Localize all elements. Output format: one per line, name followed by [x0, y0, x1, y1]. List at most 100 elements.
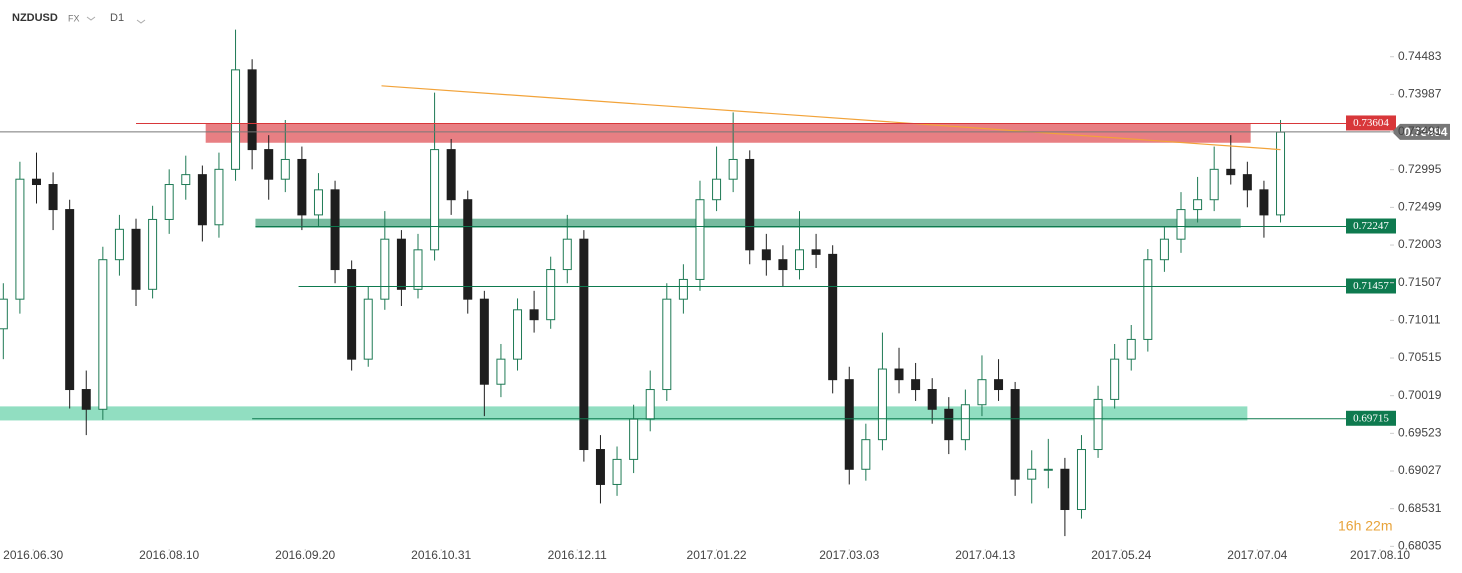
candle-body: [430, 149, 440, 251]
candle-body: [380, 238, 390, 300]
candle-body: [363, 298, 373, 360]
candle-body: [164, 184, 174, 220]
x-tick-label: 2017.04.13: [955, 548, 1015, 562]
candle-body: [297, 158, 307, 216]
candle-body: [1010, 389, 1020, 480]
candle-body: [1076, 449, 1086, 511]
candle-body: [645, 389, 655, 420]
candle-body: [330, 189, 340, 271]
candle-body: [264, 149, 274, 180]
symbol[interactable]: NZDUSD: [12, 12, 58, 24]
trendline: [381, 85, 1281, 151]
candle-body: [761, 249, 771, 261]
candle-body: [1110, 358, 1120, 400]
candle-body: [1043, 468, 1053, 471]
countdown: 16h 22m: [1338, 518, 1392, 534]
candle-body: [844, 379, 854, 470]
candle-body: [48, 184, 58, 211]
current-price-label: 0.73494: [1404, 125, 1448, 139]
y-tick-label: 0.72499: [1398, 200, 1442, 214]
candle-body: [280, 158, 290, 180]
candle-body: [131, 228, 141, 290]
candle-body: [15, 178, 25, 300]
timeframe[interactable]: D1: [110, 12, 124, 24]
candle-body: [529, 309, 539, 321]
candle-body: [1176, 209, 1186, 240]
candle-body: [446, 149, 456, 201]
candle-body: [595, 449, 605, 485]
level-tag: [1346, 218, 1396, 234]
candle-body: [396, 238, 406, 290]
x-tick-label: 2017.01.22: [687, 548, 747, 562]
candle-body: [479, 298, 489, 385]
candle-body: [197, 174, 207, 226]
y-tick-label: 0.72003: [1398, 237, 1442, 251]
x-tick-label: 2016.06.30: [3, 548, 63, 562]
y-tick-label: 0.70019: [1398, 388, 1442, 402]
y-tick-label: 0.72995: [1398, 162, 1442, 176]
candle-body: [828, 253, 838, 381]
y-tick-label: 0.68035: [1398, 539, 1442, 553]
candle-body: [1126, 338, 1136, 360]
candle-body: [778, 259, 788, 271]
candle-body: [463, 199, 473, 300]
candle-body: [944, 408, 954, 441]
candle-body: [1226, 168, 1236, 176]
y-tick-label: 0.68531: [1398, 501, 1442, 515]
y-tick-label: 0.71507: [1398, 275, 1442, 289]
candle-body: [413, 249, 423, 290]
candle-body: [1060, 468, 1070, 511]
x-tick-label: 2016.09.20: [275, 548, 335, 562]
candle-body: [927, 389, 937, 410]
candle-body: [612, 458, 622, 485]
market[interactable]: FX: [68, 13, 80, 23]
y-tick-label: 0.71011: [1398, 313, 1441, 327]
candle-body: [347, 269, 357, 360]
candle-body: [960, 404, 970, 441]
candle-body: [977, 379, 987, 406]
candle-body: [994, 379, 1004, 391]
level-tag: [1346, 410, 1396, 426]
market-dropdown[interactable]: [86, 16, 96, 21]
level-label: 0.71457: [1353, 280, 1389, 292]
candle-body: [1209, 168, 1219, 201]
level-label: 0.72247: [1353, 220, 1389, 232]
candle-body: [1159, 238, 1169, 261]
x-tick-label: 2017.03.03: [819, 548, 879, 562]
current-price-tag: [1392, 123, 1450, 140]
candle-body: [1259, 189, 1269, 216]
candle-body: [31, 178, 41, 186]
candle-body: [1027, 468, 1037, 480]
candle-body: [712, 178, 722, 201]
y-tick-label: 0.74483: [1398, 49, 1442, 63]
candle-body: [562, 238, 572, 271]
x-tick-label: 2017.07.04: [1227, 548, 1287, 562]
candle-body: [1242, 174, 1252, 191]
candle-body: [911, 379, 921, 391]
candle-body: [745, 158, 755, 251]
x-tick-label: 2016.10.31: [411, 548, 471, 562]
timeframe-dropdown[interactable]: [136, 19, 146, 24]
candle-body: [0, 298, 8, 330]
candle-body: [214, 168, 224, 226]
y-tick-label: 0.70515: [1398, 350, 1442, 364]
candle-body: [695, 199, 705, 280]
candle-body: [546, 269, 556, 321]
x-tick-label: 2016.08.10: [139, 548, 199, 562]
candle-body: [1093, 398, 1103, 451]
candle-body: [861, 439, 871, 470]
candle-body: [811, 249, 821, 255]
candle-body: [81, 389, 91, 410]
candle-body: [98, 259, 108, 410]
candle-body: [1143, 259, 1153, 340]
level-tag: [1346, 115, 1396, 131]
zone: [205, 123, 1251, 143]
candle-body: [728, 158, 738, 180]
x-tick-label: 2017.08.10: [1350, 548, 1410, 562]
candle-body: [579, 238, 589, 451]
candle-body: [662, 298, 672, 391]
candle-body: [1276, 131, 1286, 216]
candle-body: [894, 368, 904, 381]
